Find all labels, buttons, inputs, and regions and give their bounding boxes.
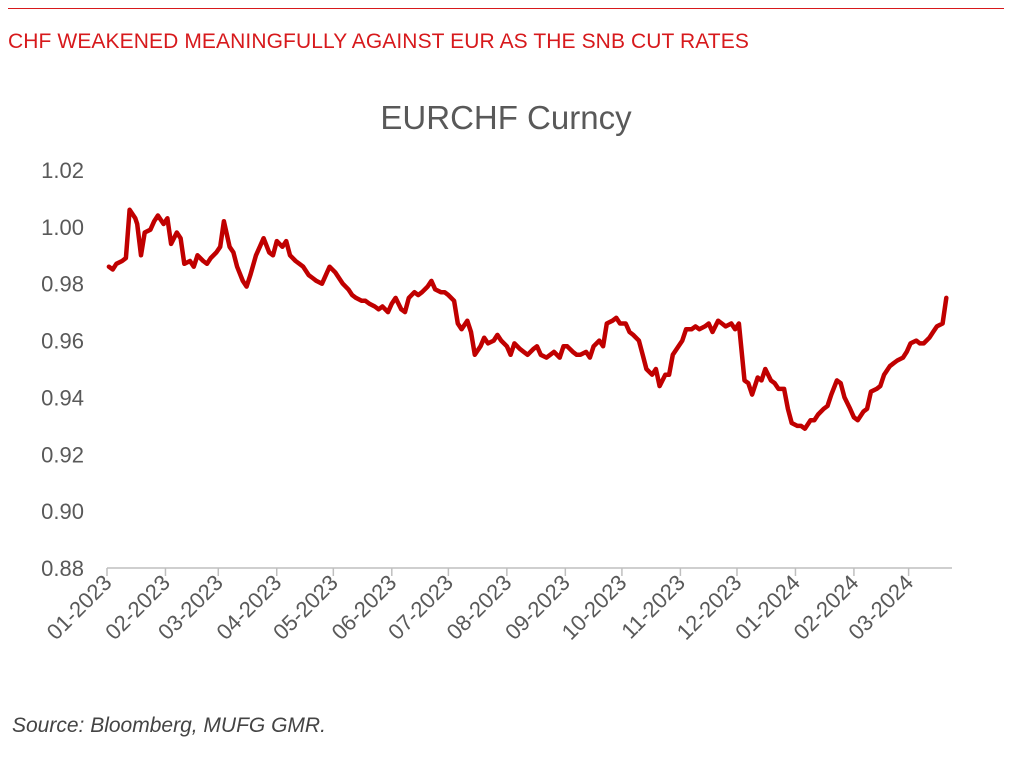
eurchf-line-chart: EURCHF Curncy 0.88 0.90 0.92 0.94 0.96 0.98 1.…: [41, 99, 952, 645]
top-rule: [8, 8, 1004, 9]
y-axis: 0.88 0.90 0.92 0.94 0.96 0.98 1.00 1.02: [41, 158, 84, 581]
y-tick-label: 1.02: [41, 158, 84, 183]
x-axis: 01-202302-202303-202304-202305-202306-20…: [42, 567, 952, 645]
y-tick-label: 0.90: [41, 499, 84, 524]
source-note: Source: Bloomberg, MUFG GMR.: [12, 714, 326, 737]
y-tick-label: 1.00: [41, 215, 84, 240]
y-tick-label: 0.88: [41, 556, 84, 581]
page-headline: CHF WEAKENED MEANINGFULLY AGAINST EUR AS…: [8, 30, 749, 53]
y-tick-label: 0.96: [41, 329, 84, 354]
y-tick-label: 0.92: [41, 442, 84, 467]
y-tick-label: 0.94: [41, 385, 84, 410]
chart-title: EURCHF Curncy: [380, 99, 632, 136]
y-tick-label: 0.98: [41, 272, 84, 297]
series-line: [106, 207, 949, 431]
plot-area: [106, 207, 949, 431]
